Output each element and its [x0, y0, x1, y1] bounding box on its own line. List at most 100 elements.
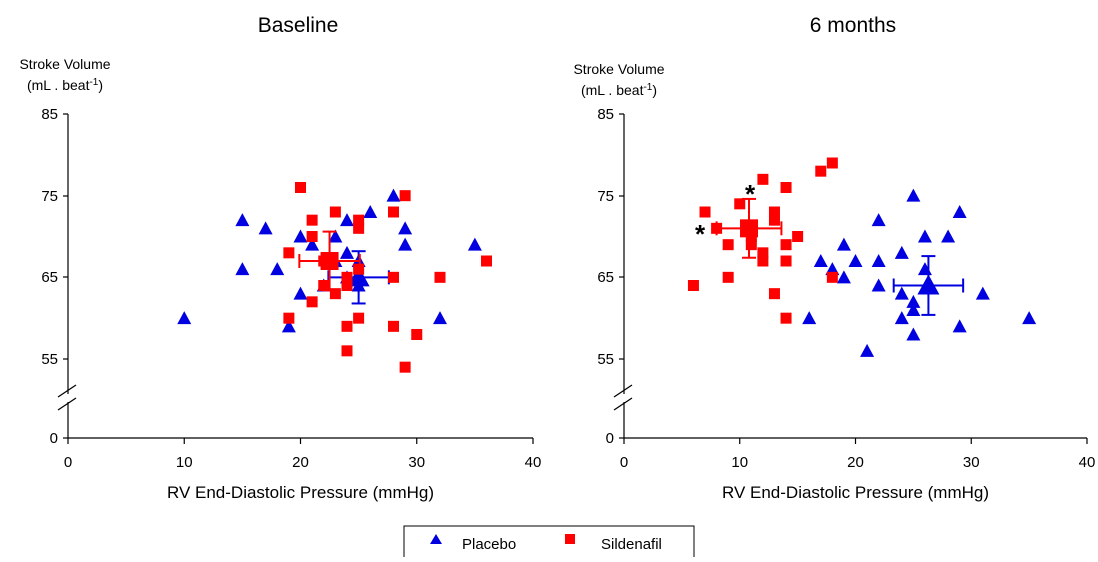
sildenafil-point — [353, 263, 365, 275]
placebo-point — [177, 311, 192, 325]
placebo-point — [340, 245, 354, 259]
y-unit-superscript: -1 — [643, 82, 652, 93]
x-tick-label: 30 — [963, 454, 980, 471]
sildenafil-point — [353, 214, 365, 226]
sildenafil-point — [399, 361, 411, 373]
sildenafil-point — [434, 271, 446, 283]
sildenafil-point — [768, 288, 780, 300]
y-tick-label: 75 — [41, 188, 58, 205]
placebo-point — [270, 262, 285, 276]
sildenafil-point — [780, 312, 792, 324]
sildenafil-point — [815, 165, 827, 177]
legend-sildenafil-marker — [565, 534, 575, 544]
placebo-point — [906, 303, 921, 316]
placebo-point — [235, 213, 250, 227]
sildenafil-series — [687, 157, 838, 324]
x-tick-label: 0 — [64, 454, 72, 471]
sildenafil-point — [399, 190, 411, 202]
placebo-point — [328, 229, 343, 243]
y-tick-label: 85 — [597, 106, 614, 123]
sildenafil-point — [826, 271, 838, 283]
sildenafil-point — [757, 173, 769, 185]
sildenafil-point — [283, 312, 295, 324]
axis-break-mark — [57, 384, 77, 398]
sildenafil-point — [341, 271, 353, 283]
placebo-point — [235, 262, 250, 276]
placebo-point — [906, 188, 921, 202]
placebo-point — [836, 270, 851, 284]
placebo-point — [813, 254, 828, 267]
sildenafil-point — [481, 255, 492, 267]
sildenafil-point — [411, 329, 423, 340]
significance-asterisk: * — [695, 219, 706, 249]
placebo-mean-marker — [917, 274, 940, 295]
sildenafil-point — [341, 345, 353, 357]
legend-placebo-label: Placebo — [462, 536, 516, 553]
chart-title: 6 months — [810, 14, 896, 37]
sildenafil-point — [306, 231, 318, 242]
y-axis-label: Stroke Volume — [19, 56, 110, 72]
sildenafil-point — [353, 312, 365, 324]
axis-break-mark — [613, 397, 633, 411]
y-axis-unit: (mL . beat-1) — [581, 82, 657, 99]
placebo-point — [293, 229, 308, 243]
sildenafil-point — [734, 198, 746, 210]
placebo-point — [386, 188, 401, 202]
sildenafil-point — [283, 247, 295, 259]
axis-break-gap — [618, 394, 630, 402]
sildenafil-point — [757, 247, 769, 259]
legend-box — [403, 525, 695, 559]
sildenafil-point — [792, 231, 804, 242]
sildenafil-point — [780, 182, 792, 193]
placebo-point — [340, 213, 354, 227]
sildenafil-point — [388, 271, 399, 283]
placebo-point — [871, 213, 886, 227]
x-tick-label: 30 — [408, 454, 425, 471]
sildenafil-point — [768, 214, 780, 226]
y-unit-prefix: (mL . beat — [27, 77, 90, 93]
sildenafil-point — [745, 239, 757, 251]
placebo-point — [952, 205, 967, 218]
y-tick-label: 0 — [606, 430, 614, 447]
placebo-point — [894, 245, 909, 259]
placebo-point — [871, 278, 886, 292]
sildenafil-point — [768, 206, 780, 218]
placebo-point — [293, 286, 308, 300]
placebo-point — [467, 237, 482, 251]
placebo-series — [802, 188, 1037, 357]
sildenafil-point — [318, 280, 330, 291]
placebo-point — [305, 237, 320, 251]
legend: Placebo Sildenafil — [403, 525, 695, 559]
sildenafil-mean — [715, 197, 783, 259]
x-tick-label: 20 — [847, 454, 864, 471]
sildenafil-mean — [298, 230, 361, 292]
sildenafil-point — [780, 255, 792, 267]
axis-break-mark — [613, 384, 633, 398]
x-tick-label: 0 — [620, 454, 628, 471]
placebo-point — [906, 294, 921, 308]
x-axis-label: RV End-Diastolic Pressure (mmHg) — [167, 483, 434, 502]
placebo-point — [952, 319, 967, 333]
six-months-panel: 6 months Stroke Volume (mL . beat-1) 0 55 65 7… — [573, 14, 1095, 502]
sildenafil-point — [341, 280, 353, 291]
placebo-point — [1022, 311, 1037, 325]
placebo-point — [917, 262, 932, 276]
placebo-point — [258, 221, 273, 235]
legend-sildenafil-label: Sildenafil — [601, 536, 662, 553]
sildenafil-point — [826, 157, 838, 169]
placebo-point — [848, 254, 863, 267]
sildenafil-point — [329, 206, 341, 218]
y-axis-label: Stroke Volume — [573, 61, 664, 77]
x-tick-label: 10 — [731, 454, 748, 471]
sildenafil-point — [780, 239, 792, 251]
x-tick-label: 20 — [292, 454, 309, 471]
sildenafil-series — [283, 182, 492, 373]
sildenafil-point — [306, 214, 318, 226]
sildenafil-mean-marker — [320, 252, 339, 270]
chart-title: Baseline — [258, 14, 339, 37]
axis-break-mark — [57, 397, 77, 411]
sildenafil-point — [329, 288, 341, 300]
baseline-panel: Baseline Stroke Volume (mL . beat-1) 0 55 65 7… — [19, 14, 541, 502]
placebo-point — [281, 319, 296, 333]
